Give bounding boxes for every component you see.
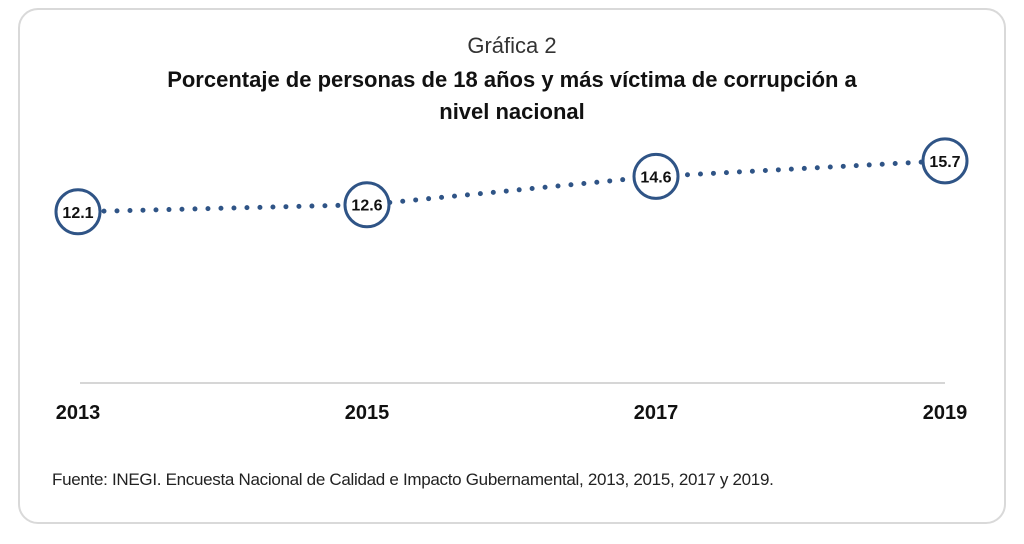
- data-point-2017: [632, 152, 680, 200]
- chart-title: Porcentaje de personas de 18 años y más …: [167, 67, 857, 124]
- x-tick-label-2015: 2015: [345, 402, 390, 424]
- x-tick-label-2013: 2013: [56, 402, 101, 424]
- data-point-2015: [343, 181, 391, 229]
- chart-card: [18, 8, 1006, 524]
- series-line: [75, 158, 948, 215]
- data-label-2017: 14.6: [640, 169, 671, 186]
- data-label-2015: 12.6: [351, 198, 382, 215]
- data-point-2013: [54, 188, 102, 236]
- data-label-2013: 12.1: [62, 205, 93, 222]
- data-point-2019: [921, 137, 969, 185]
- chart-subtitle: Gráfica 2: [467, 33, 557, 58]
- x-tick-label-2019: 2019: [923, 402, 968, 424]
- source-note: Fuente: INEGI. Encuesta Nacional de Cali…: [52, 470, 774, 489]
- data-label-2019: 15.7: [929, 154, 960, 171]
- x-tick-label-2017: 2017: [634, 402, 679, 424]
